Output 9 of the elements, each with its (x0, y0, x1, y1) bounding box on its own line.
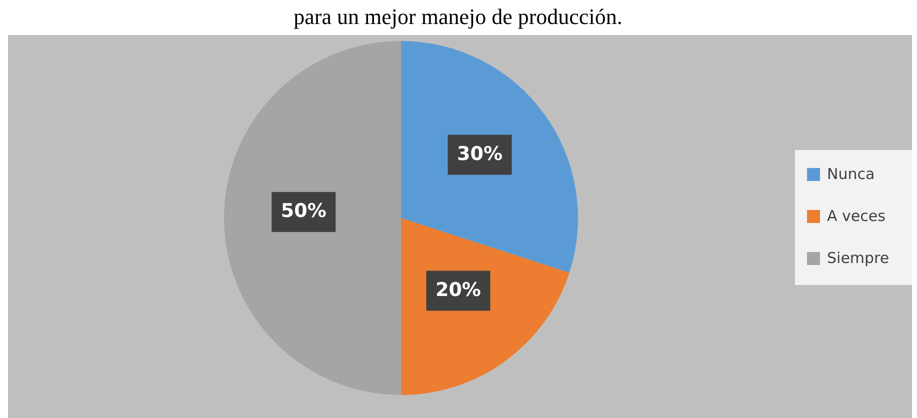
chart-title: para un mejor manejo de producción. (294, 4, 622, 29)
legend-label: Nunca (827, 165, 875, 184)
pie-slice (224, 41, 401, 395)
legend-label: Siempre (827, 249, 890, 268)
legend-label: A veces (827, 207, 886, 226)
data-label: 20% (435, 278, 481, 301)
data-label: 50% (280, 200, 326, 222)
data-label: 30% (457, 142, 502, 165)
pie-slice (401, 41, 578, 273)
